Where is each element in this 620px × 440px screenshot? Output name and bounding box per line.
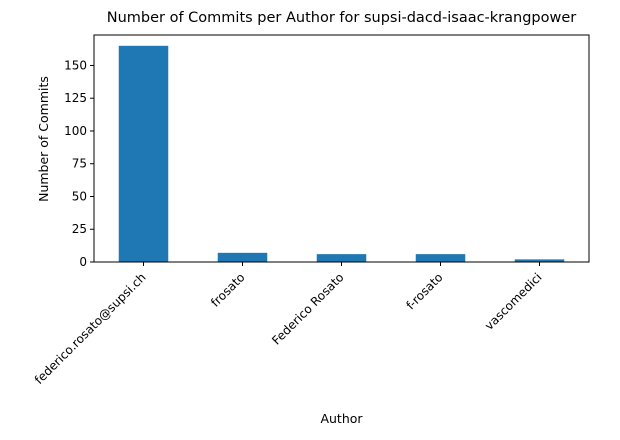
bar (217, 252, 268, 262)
x-tick-label: federico.rosato@supsi.ch (32, 270, 149, 387)
y-tick-label: 0 (79, 255, 87, 269)
x-tick-label: f-rosato (404, 270, 446, 312)
x-tick-label: vascomedici (482, 270, 545, 333)
bar (415, 254, 466, 262)
y-tick-label: 125 (64, 91, 87, 105)
bar (514, 259, 565, 262)
y-axis-ticks: 0 25 50 75 100 125 150 (64, 58, 94, 269)
bar (118, 45, 169, 262)
plot-area-frame (93, 34, 590, 263)
y-tick-label: 100 (64, 124, 87, 138)
x-tick-label: frosato (208, 270, 248, 310)
y-tick-label: 150 (64, 58, 87, 72)
x-axis-ticks: federico.rosato@supsi.ch frosato Federico … (32, 262, 545, 387)
x-tick-label: Federico Rosato (269, 270, 346, 347)
y-tick-label: 25 (72, 222, 87, 236)
y-tick-label: 50 (72, 189, 87, 203)
y-axis-label: Number of Commits (36, 76, 51, 202)
y-tick-label: 75 (72, 157, 87, 171)
chart-title: Number of Commits per Author for supsi-d… (107, 10, 577, 26)
bars-group (118, 45, 565, 262)
bar (316, 254, 367, 262)
x-axis-label: Author (320, 411, 363, 426)
